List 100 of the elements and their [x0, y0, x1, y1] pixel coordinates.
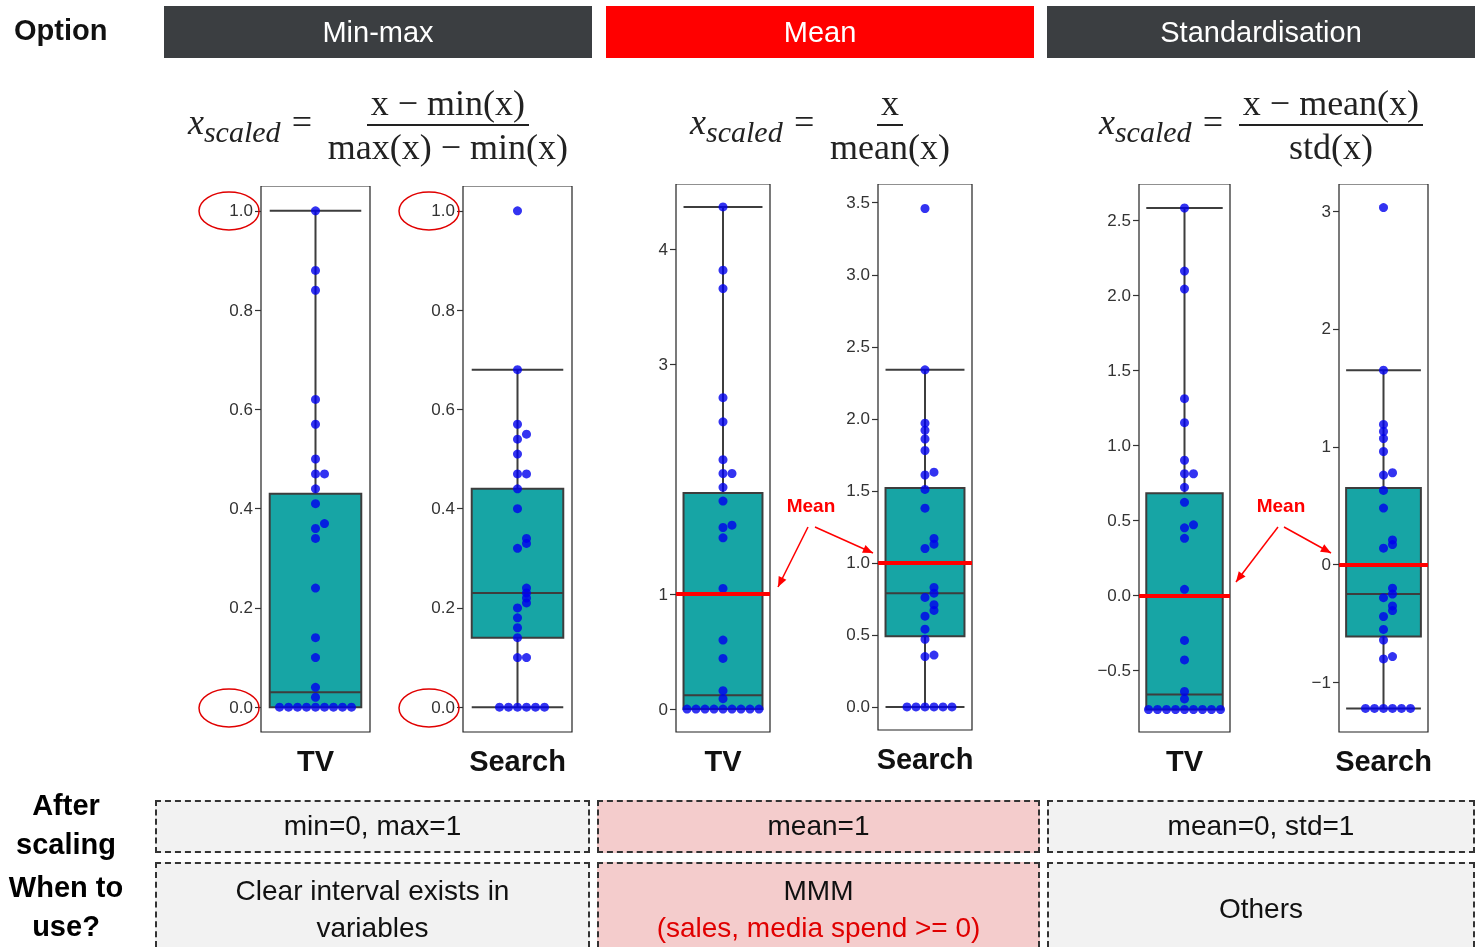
- text: After scaling: [15, 788, 117, 862]
- y-tick-label: 3: [658, 354, 668, 374]
- text: mean=0, std=1: [1047, 800, 1475, 853]
- text: When to use?: [7, 870, 125, 945]
- point: [1180, 497, 1189, 507]
- point: [718, 393, 728, 403]
- text: x − min(x): [366, 82, 530, 126]
- y-tick-label: 0.0: [846, 697, 870, 717]
- text: Standardisation: [1047, 6, 1475, 58]
- x-tick-label: TV: [296, 744, 335, 777]
- ref-line-label: Mean: [1255, 495, 1307, 517]
- y-tick-label: 1.0: [229, 201, 253, 221]
- y-tick-label: −1: [1311, 673, 1331, 692]
- y-tick-label: −0.5: [1097, 660, 1131, 680]
- point: [1180, 266, 1189, 276]
- y-tick-label: 1.0: [1107, 435, 1131, 455]
- text: x$_{scaled}$ =: [187, 100, 314, 150]
- y-tick-label: 2.0: [1107, 285, 1131, 305]
- point: [1180, 523, 1189, 533]
- point: [1180, 584, 1189, 594]
- y-tick-label: 0.6: [229, 399, 253, 419]
- point: [1180, 418, 1189, 428]
- point: [311, 499, 320, 509]
- point: [311, 469, 320, 479]
- text: std(x): [1288, 126, 1373, 168]
- y-tick-label: 1.0: [431, 201, 455, 221]
- y-tick-label: 1.5: [846, 481, 870, 501]
- y-tick-label: 0.6: [431, 399, 455, 419]
- point: [1180, 704, 1189, 714]
- text: (sales, media spend >= 0): [656, 910, 981, 945]
- point: [311, 653, 320, 663]
- point: [718, 265, 728, 275]
- point: [311, 692, 320, 702]
- point: [718, 704, 728, 714]
- text: Option: [14, 14, 108, 47]
- point: [718, 202, 728, 212]
- y-tick-label: 0.0: [229, 697, 253, 717]
- y-tick-label: 0.4: [431, 499, 455, 519]
- x-tick-label: TV: [704, 744, 743, 777]
- point: [718, 635, 728, 645]
- point: [718, 694, 728, 704]
- point: [311, 583, 320, 593]
- y-tick-label: 0.2: [229, 598, 253, 618]
- point: [1180, 482, 1189, 492]
- point: [311, 265, 320, 275]
- y-tick-label: 0.8: [431, 300, 455, 320]
- y-tick-label: 0.5: [1107, 510, 1131, 530]
- y-tick-label: 0.2: [431, 598, 455, 618]
- point: [1180, 469, 1189, 479]
- y-tick-label: 0: [1321, 555, 1331, 575]
- x-tick-label: Search: [469, 744, 566, 777]
- text: max(x) − min(x): [327, 126, 569, 168]
- point: [1180, 284, 1189, 294]
- point: [1180, 694, 1189, 704]
- text: x: [876, 82, 903, 126]
- point: [311, 419, 320, 429]
- x-tick-label: Search: [876, 742, 974, 775]
- y-tick-label: 3.5: [846, 193, 870, 213]
- text: min=0, max=1: [155, 800, 590, 853]
- text: mean=1: [597, 800, 1040, 853]
- y-tick-label: 3.0: [846, 265, 870, 285]
- y-tick-label: 0.0: [431, 697, 455, 717]
- point: [1180, 655, 1189, 665]
- point: [1180, 203, 1189, 213]
- point: [718, 482, 728, 492]
- y-tick-label: 2.5: [846, 337, 870, 357]
- point: [311, 285, 320, 295]
- point: [718, 284, 728, 294]
- x-tick-label: Search: [1335, 744, 1432, 777]
- point: [1180, 455, 1189, 465]
- y-tick-label: 0.5: [846, 625, 870, 645]
- point: [311, 206, 320, 216]
- y-tick-label: 1: [658, 584, 668, 604]
- point: [311, 394, 320, 404]
- point: [1180, 533, 1189, 543]
- text: mean(x): [829, 126, 950, 168]
- point: [311, 533, 320, 543]
- point: [718, 417, 728, 427]
- y-tick-label: 2.0: [846, 409, 870, 429]
- y-tick-label: 0.4: [229, 499, 253, 519]
- text: x$_{scaled}$ =: [690, 100, 816, 150]
- y-tick-label: 1: [1321, 437, 1331, 457]
- text: Mean: [606, 6, 1034, 58]
- y-tick-label: 0: [658, 699, 668, 719]
- text: x$_{scaled}$ =: [1098, 100, 1225, 150]
- y-tick-label: 0.0: [1107, 585, 1131, 605]
- point: [311, 682, 320, 692]
- point: [718, 523, 728, 532]
- y-tick-label: 3: [1321, 201, 1331, 221]
- point: [311, 702, 320, 712]
- point: [311, 523, 320, 533]
- y-tick-label: 1.5: [1107, 360, 1131, 380]
- point: [718, 496, 728, 506]
- text: x − mean(x): [1238, 82, 1424, 126]
- point: [1180, 394, 1189, 404]
- y-tick-label: 1.0: [846, 553, 870, 573]
- point: [311, 454, 320, 464]
- ref-line-label: Mean: [786, 495, 836, 516]
- point: [311, 484, 320, 494]
- point: [311, 633, 320, 643]
